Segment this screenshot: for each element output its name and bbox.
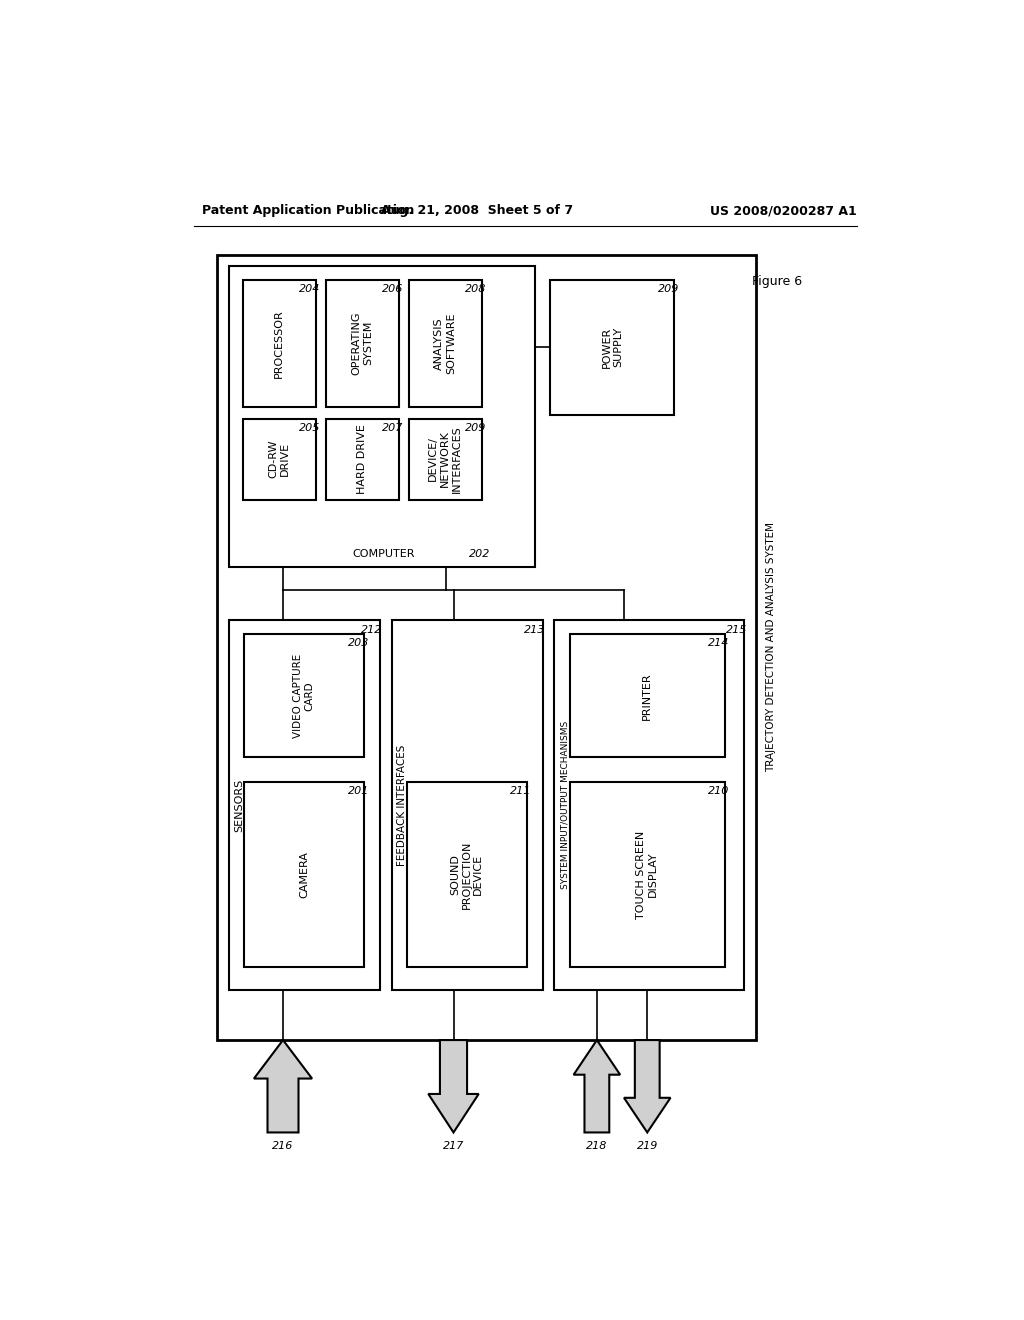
Bar bbox=[569, 635, 725, 758]
Text: OPERATING
SYSTEM: OPERATING SYSTEM bbox=[351, 312, 373, 375]
Text: 210: 210 bbox=[708, 787, 729, 796]
Text: Patent Application Publication: Patent Application Publication bbox=[202, 205, 414, 218]
Text: SYSTEM INPUT/OUTPUT MECHANISMS: SYSTEM INPUT/OUTPUT MECHANISMS bbox=[560, 721, 569, 890]
FancyArrow shape bbox=[254, 1040, 312, 1133]
Text: 204: 204 bbox=[299, 284, 321, 294]
Text: 206: 206 bbox=[382, 284, 403, 294]
Text: 216: 216 bbox=[272, 1142, 294, 1151]
Text: 214: 214 bbox=[708, 639, 729, 648]
Text: 219: 219 bbox=[637, 1142, 658, 1151]
Text: PRINTER: PRINTER bbox=[642, 672, 652, 719]
Text: 213: 213 bbox=[524, 624, 546, 635]
Text: 209: 209 bbox=[657, 284, 679, 294]
Bar bbox=[550, 280, 675, 414]
Bar bbox=[409, 418, 482, 499]
Text: 207: 207 bbox=[382, 422, 403, 433]
Text: CD-RW
DRIVE: CD-RW DRIVE bbox=[268, 440, 290, 478]
Text: SOUND
PROJECTION
DEVICE: SOUND PROJECTION DEVICE bbox=[451, 841, 483, 908]
Bar bbox=[554, 620, 744, 990]
Bar bbox=[243, 280, 316, 407]
Text: CAMERA: CAMERA bbox=[299, 851, 309, 898]
FancyArrow shape bbox=[573, 1040, 621, 1133]
Text: FEEDBACK INTERFACES: FEEDBACK INTERFACES bbox=[397, 744, 408, 866]
Text: 209: 209 bbox=[465, 422, 486, 433]
Bar bbox=[217, 255, 756, 1040]
Text: US 2008/0200287 A1: US 2008/0200287 A1 bbox=[710, 205, 856, 218]
Text: HARD DRIVE: HARD DRIVE bbox=[357, 424, 367, 494]
Bar bbox=[569, 781, 725, 966]
Bar bbox=[245, 781, 365, 966]
Text: Aug. 21, 2008  Sheet 5 of 7: Aug. 21, 2008 Sheet 5 of 7 bbox=[381, 205, 572, 218]
Text: 217: 217 bbox=[442, 1142, 464, 1151]
Text: SENSORS: SENSORS bbox=[234, 779, 245, 832]
Text: ANALYSIS
SOFTWARE: ANALYSIS SOFTWARE bbox=[434, 313, 456, 374]
Bar bbox=[228, 267, 535, 566]
Text: 203: 203 bbox=[347, 639, 369, 648]
Text: 202: 202 bbox=[469, 549, 490, 558]
FancyArrow shape bbox=[624, 1040, 671, 1133]
Bar bbox=[409, 280, 482, 407]
Text: 218: 218 bbox=[586, 1142, 607, 1151]
Text: 208: 208 bbox=[465, 284, 486, 294]
Text: 212: 212 bbox=[361, 624, 383, 635]
Text: TOUCH SCREEN
DISPLAY: TOUCH SCREEN DISPLAY bbox=[637, 830, 658, 919]
Bar bbox=[326, 418, 399, 499]
Text: 215: 215 bbox=[726, 624, 748, 635]
Text: DEVICE/
NETWORK
INTERFACES: DEVICE/ NETWORK INTERFACES bbox=[428, 425, 462, 492]
Text: TRAJECTORY DETECTION AND ANALYSIS SYSTEM: TRAJECTORY DETECTION AND ANALYSIS SYSTEM bbox=[766, 523, 776, 772]
Text: 205: 205 bbox=[299, 422, 321, 433]
Text: 211: 211 bbox=[510, 787, 531, 796]
Text: COMPUTER: COMPUTER bbox=[352, 549, 415, 558]
Text: 201: 201 bbox=[347, 787, 369, 796]
Text: Figure 6: Figure 6 bbox=[752, 275, 802, 288]
Text: PROCESSOR: PROCESSOR bbox=[274, 309, 284, 378]
Bar bbox=[391, 620, 543, 990]
Bar bbox=[228, 620, 380, 990]
Bar bbox=[326, 280, 399, 407]
Bar bbox=[245, 635, 365, 758]
Bar bbox=[243, 418, 316, 499]
Text: VIDEO CAPTURE
CARD: VIDEO CAPTURE CARD bbox=[293, 653, 314, 738]
Text: POWER
SUPPLY: POWER SUPPLY bbox=[601, 326, 624, 368]
Bar bbox=[407, 781, 527, 966]
FancyArrow shape bbox=[428, 1040, 478, 1133]
